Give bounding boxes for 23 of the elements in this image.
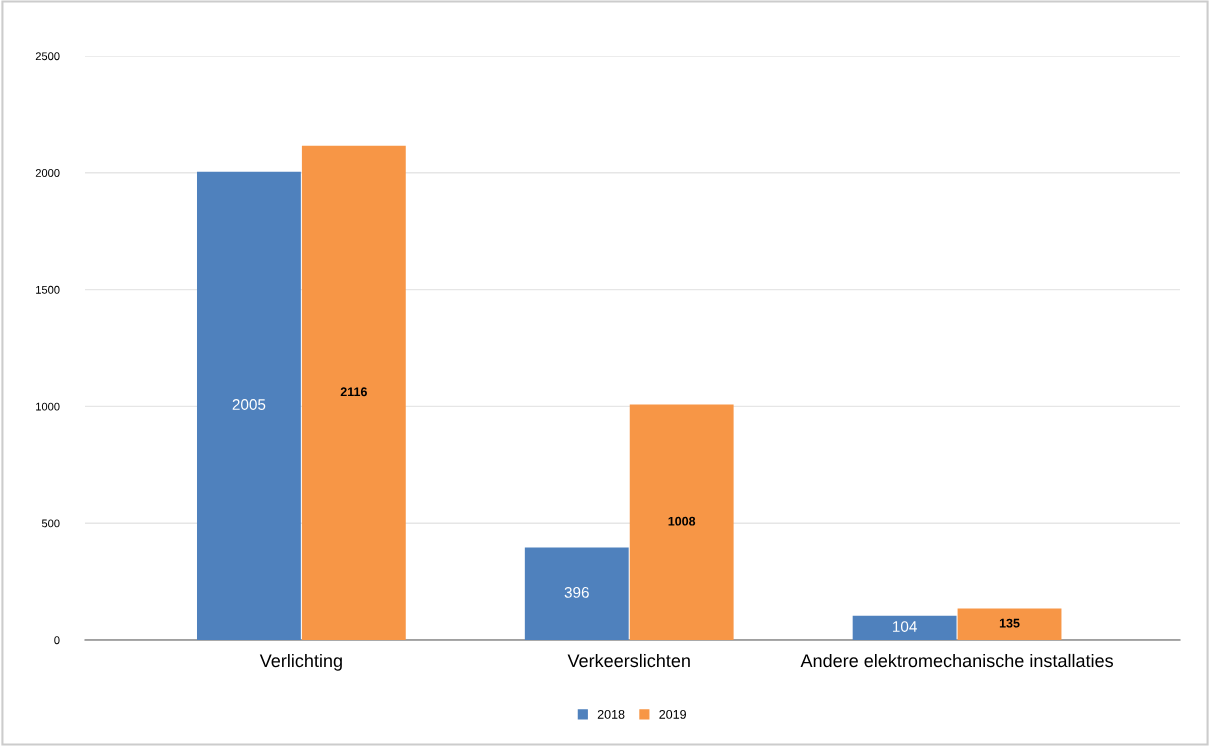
y-tick-label: 0 xyxy=(54,636,60,645)
data-label: 2116 xyxy=(340,387,367,397)
bar xyxy=(196,171,301,640)
y-tick-label: 500 xyxy=(41,519,60,528)
bar xyxy=(301,145,406,640)
bar xyxy=(524,547,629,640)
data-label: 396 xyxy=(564,587,589,598)
bar xyxy=(852,615,957,640)
x-tick-label: Andere elektromechanische installaties xyxy=(800,653,1113,668)
y-tick-label: 1500 xyxy=(36,285,60,294)
y-tick-label: 1000 xyxy=(36,402,60,411)
data-label: 1008 xyxy=(668,516,696,526)
bar xyxy=(957,608,1062,640)
legend-label: 2018 xyxy=(597,709,625,719)
data-label: 104 xyxy=(893,621,917,632)
x-tick-label: Verkeerslichten xyxy=(567,653,690,668)
legend-label: 2019 xyxy=(659,709,686,719)
y-tick-label: 2000 xyxy=(35,169,60,177)
x-tick-label: Verlichting xyxy=(259,653,342,671)
data-label: 135 xyxy=(999,618,1020,628)
data-label: 2005 xyxy=(232,399,266,410)
bar xyxy=(629,404,734,640)
y-tick-label: 2500 xyxy=(35,52,60,61)
